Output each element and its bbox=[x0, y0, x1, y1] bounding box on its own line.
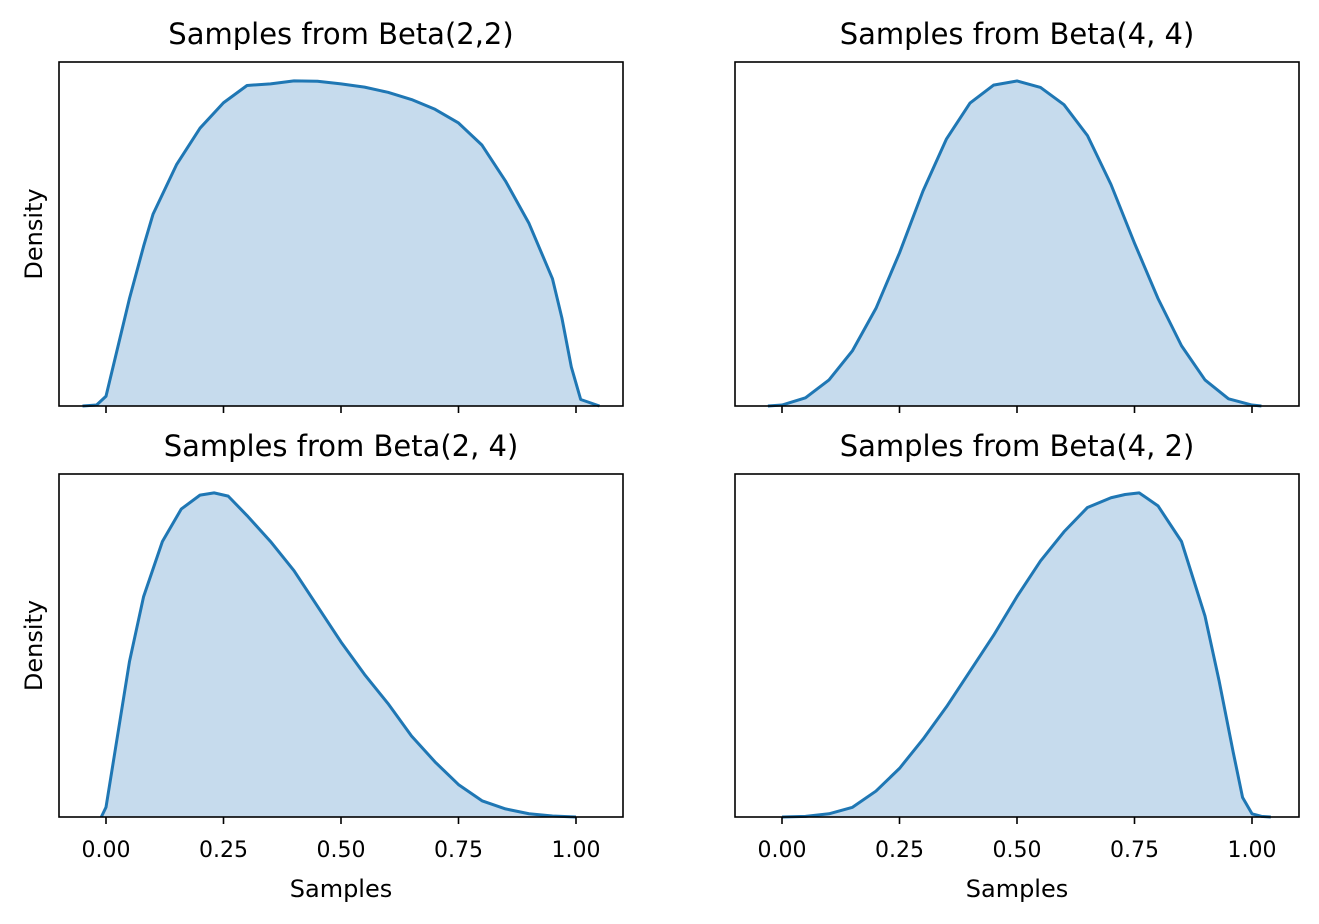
chart-panel-1: Samples from Beta(2,2) Density bbox=[20, 17, 624, 413]
chart-panel-3: 0.00 0.25 0.50 0.75 1.00 Samples from Beta(2,… bbox=[20, 429, 624, 903]
x-axis-label: Samples bbox=[290, 875, 393, 903]
x-tick-label: 0.25 bbox=[199, 838, 248, 863]
x-tick-label: 0.50 bbox=[317, 838, 366, 863]
chart-title: Samples from Beta(2, 4) bbox=[164, 429, 519, 463]
y-axis-label: Density bbox=[20, 600, 48, 691]
density-area bbox=[767, 80, 1262, 407]
x-tick-label: 0.75 bbox=[1110, 838, 1159, 863]
density-area bbox=[82, 80, 600, 407]
density-area bbox=[101, 492, 577, 817]
density-line bbox=[781, 491, 1271, 819]
x-tick-label: 0.75 bbox=[434, 838, 483, 863]
chart-title: Samples from Beta(2,2) bbox=[168, 17, 513, 51]
x-tick-label: 1.00 bbox=[552, 838, 601, 863]
x-tick-label: 0.50 bbox=[993, 838, 1042, 863]
x-tick-label: 0.25 bbox=[875, 838, 924, 863]
density-line bbox=[82, 79, 600, 408]
x-tick-label: 0.00 bbox=[82, 838, 131, 863]
x-tick-label: 0.00 bbox=[758, 838, 807, 863]
y-axis-label: Density bbox=[20, 188, 48, 279]
x-axis-label: Samples bbox=[966, 875, 1069, 903]
density-line bbox=[99, 491, 577, 819]
chart-panel-2: Samples from Beta(4, 4) bbox=[734, 17, 1300, 413]
chart-panel-4: 0.00 0.25 0.50 0.75 1.00 Samples from Beta(4,… bbox=[734, 429, 1300, 903]
chart-title: Samples from Beta(4, 4) bbox=[840, 17, 1195, 51]
chart-title: Samples from Beta(4, 2) bbox=[840, 429, 1195, 463]
density-line bbox=[767, 79, 1262, 408]
x-tick-label: 1.00 bbox=[1228, 838, 1277, 863]
density-area bbox=[782, 492, 1271, 817]
